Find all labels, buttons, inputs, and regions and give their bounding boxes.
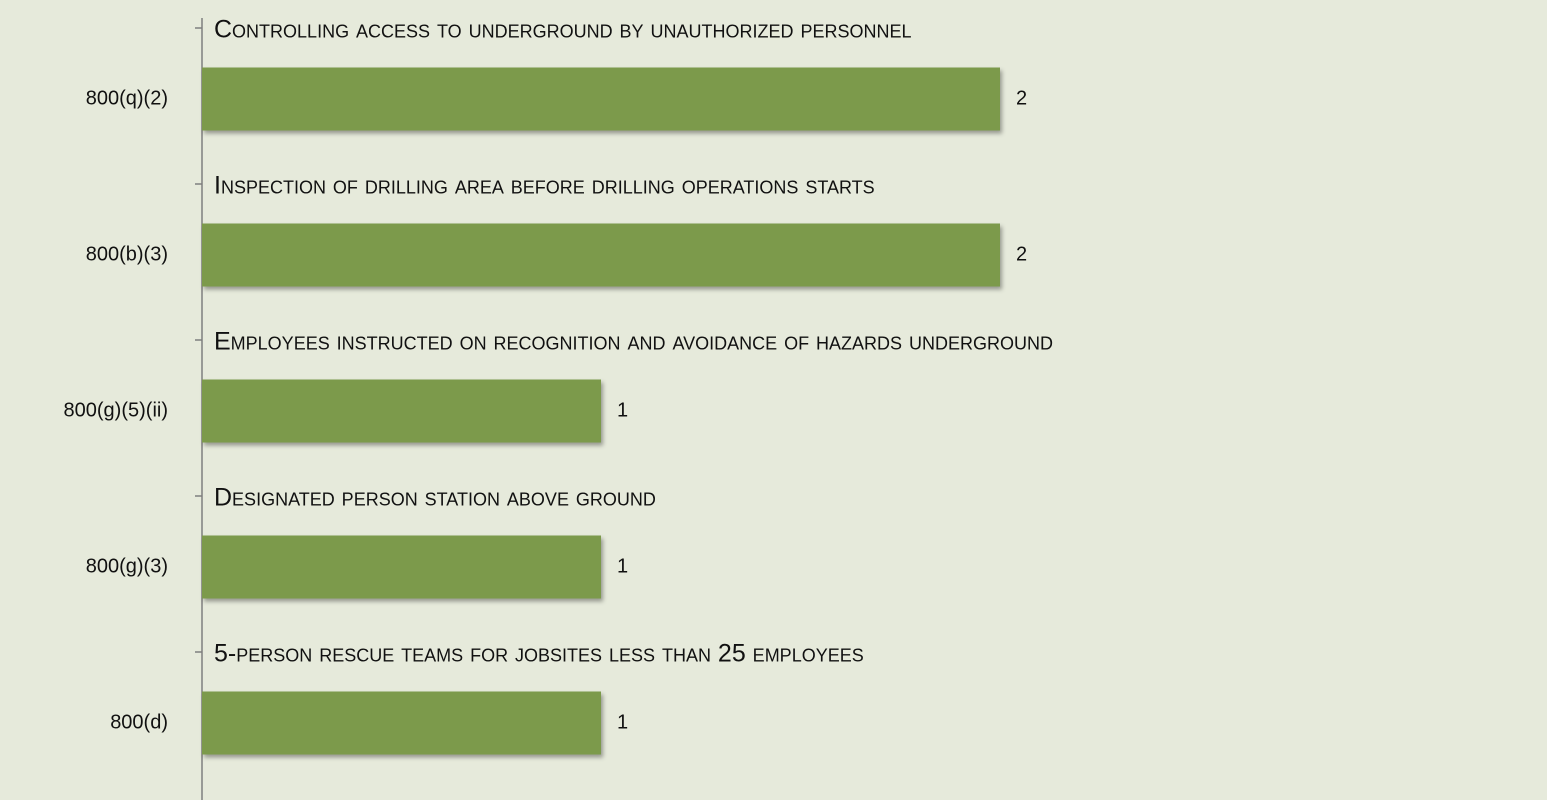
y-tick-label: 800(g)(5)(ii): [64, 399, 168, 421]
annotation: Designated person station above ground: [214, 484, 656, 512]
y-tick-label: 800(b)(3): [86, 243, 168, 265]
value-label: 2: [1016, 243, 1027, 265]
y-tick-label: 800(q)(2): [86, 87, 168, 109]
annotation: Controlling access to underground by una…: [214, 16, 911, 44]
annotation: Employees instructed on recognition and …: [214, 328, 1053, 356]
bar: [202, 691, 601, 755]
annotation: 5-person rescue teams for jobsites less …: [214, 640, 864, 668]
bar: [202, 67, 1000, 131]
bar: [202, 223, 1000, 287]
bar: [202, 379, 601, 443]
value-label: 2: [1016, 87, 1027, 109]
y-tick-label: 800(d): [110, 711, 168, 733]
bar: [202, 535, 601, 599]
y-tick-label: 800(g)(3): [86, 555, 168, 577]
value-label: 1: [617, 399, 628, 421]
annotation: Inspection of drilling area before drill…: [214, 172, 875, 200]
value-label: 1: [617, 711, 628, 733]
value-label: 1: [617, 555, 628, 577]
